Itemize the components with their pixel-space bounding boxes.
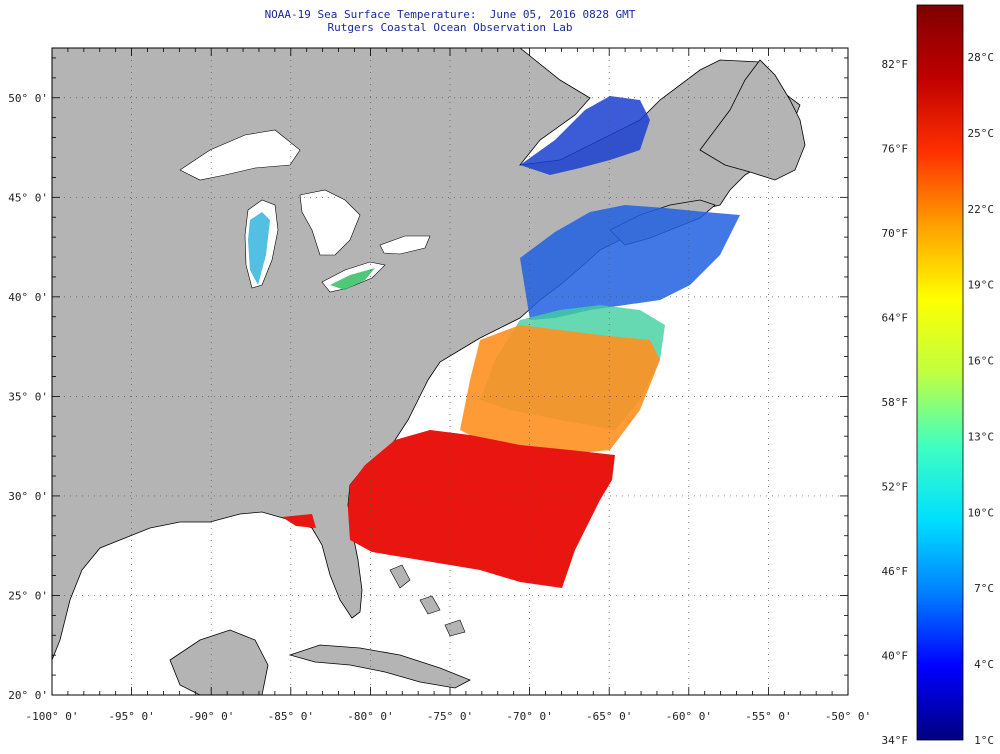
x-tick-label: -90° 0' (188, 710, 234, 723)
colorbar-c-label: 25°C (968, 127, 995, 140)
sst-swath-orange (460, 325, 660, 455)
colorbar-f-label: 34°F (882, 734, 909, 747)
colorbar-c-label: 10°C (968, 506, 995, 519)
colorbar-c-label: 4°C (974, 658, 994, 671)
sst-lake-michigan (248, 212, 270, 285)
colorbar-c-label: 13°C (968, 430, 995, 443)
x-tick-label: -85° 0' (268, 710, 314, 723)
y-tick-label: 30° 0' (8, 490, 48, 503)
colorbar-fahrenheit-labels: 34°F 40°F 46°F 52°F 58°F 64°F 70°F 76°F 82°F (882, 58, 909, 747)
y-tick-label: 20° 0' (8, 689, 48, 702)
y-tick-label: 35° 0' (8, 390, 48, 403)
y-axis-ticks: 20° 0' 25° 0' 30° 0' 35° 0' 40° 0' 45° 0' 50° … (8, 57, 848, 702)
north-america-land (52, 48, 801, 661)
map-subtitle: Rutgers Coastal Ocean Observation Lab (327, 21, 573, 34)
y-tick-label: 50° 0' (8, 92, 48, 105)
lake-ontario (379, 235, 431, 255)
colorbar-f-label: 64°F (882, 312, 909, 325)
x-tick-label: -50° 0' (825, 710, 871, 723)
colorbar-celsius-labels: 1°C 4°C 7°C 10°C 13°C 16°C 19°C 22°C 25°C 28°C (968, 51, 995, 747)
sst-gulf-st-lawrence (520, 96, 650, 175)
x-tick-label: -95° 0' (108, 710, 154, 723)
colorbar-c-label: 7°C (974, 582, 994, 595)
colorbar-c-label: 16°C (968, 355, 995, 368)
colorbar-c-label: 22°C (968, 203, 995, 216)
y-tick-label: 40° 0' (8, 291, 48, 304)
y-tick-label: 25° 0' (8, 589, 48, 602)
bahamas-islands (389, 564, 466, 637)
y-tick-label: 45° 0' (8, 191, 48, 204)
sst-gulf-patch (282, 514, 316, 528)
map-title: NOAA-19 Sea Surface Temperature: June 05… (264, 8, 636, 21)
colorbar-f-label: 76°F (882, 143, 909, 156)
map-layers (52, 48, 806, 695)
x-tick-label: -65° 0' (586, 710, 632, 723)
sst-swath-cool (520, 205, 740, 320)
map-title-block: NOAA-19 Sea Surface Temperature: June 05… (0, 8, 900, 34)
colorbar-f-label: 70°F (882, 227, 909, 240)
sst-lake-erie (330, 268, 375, 290)
colorbar (916, 4, 964, 741)
x-tick-label: -75° 0' (427, 710, 473, 723)
colorbar-c-label: 19°C (968, 279, 995, 292)
x-tick-label: -60° 0' (666, 710, 712, 723)
colorbar-f-label: 40°F (882, 650, 909, 663)
x-tick-label: -100° 0' (26, 710, 79, 723)
newfoundland-land (699, 59, 806, 181)
colorbar-c-label: 1°C (974, 734, 994, 747)
x-tick-label: -70° 0' (506, 710, 552, 723)
x-tick-label: -55° 0' (745, 710, 791, 723)
cuba-land (288, 644, 471, 689)
x-axis-ticks: -100° 0' -95° 0' -90° 0' -85° 0' -80° 0' -75°… (26, 48, 871, 723)
colorbar-f-label: 52°F (882, 481, 909, 494)
lake-superior (179, 129, 301, 181)
sst-swath-warm (348, 430, 615, 588)
colorbar-f-label: 58°F (882, 396, 909, 409)
colorbar-f-label: 46°F (882, 565, 909, 578)
yucatan-land (169, 629, 269, 695)
colorbar-c-label: 28°C (968, 51, 995, 64)
colorbar-f-label: 82°F (882, 58, 909, 71)
lake-huron (299, 189, 361, 256)
x-tick-label: -80° 0' (347, 710, 393, 723)
